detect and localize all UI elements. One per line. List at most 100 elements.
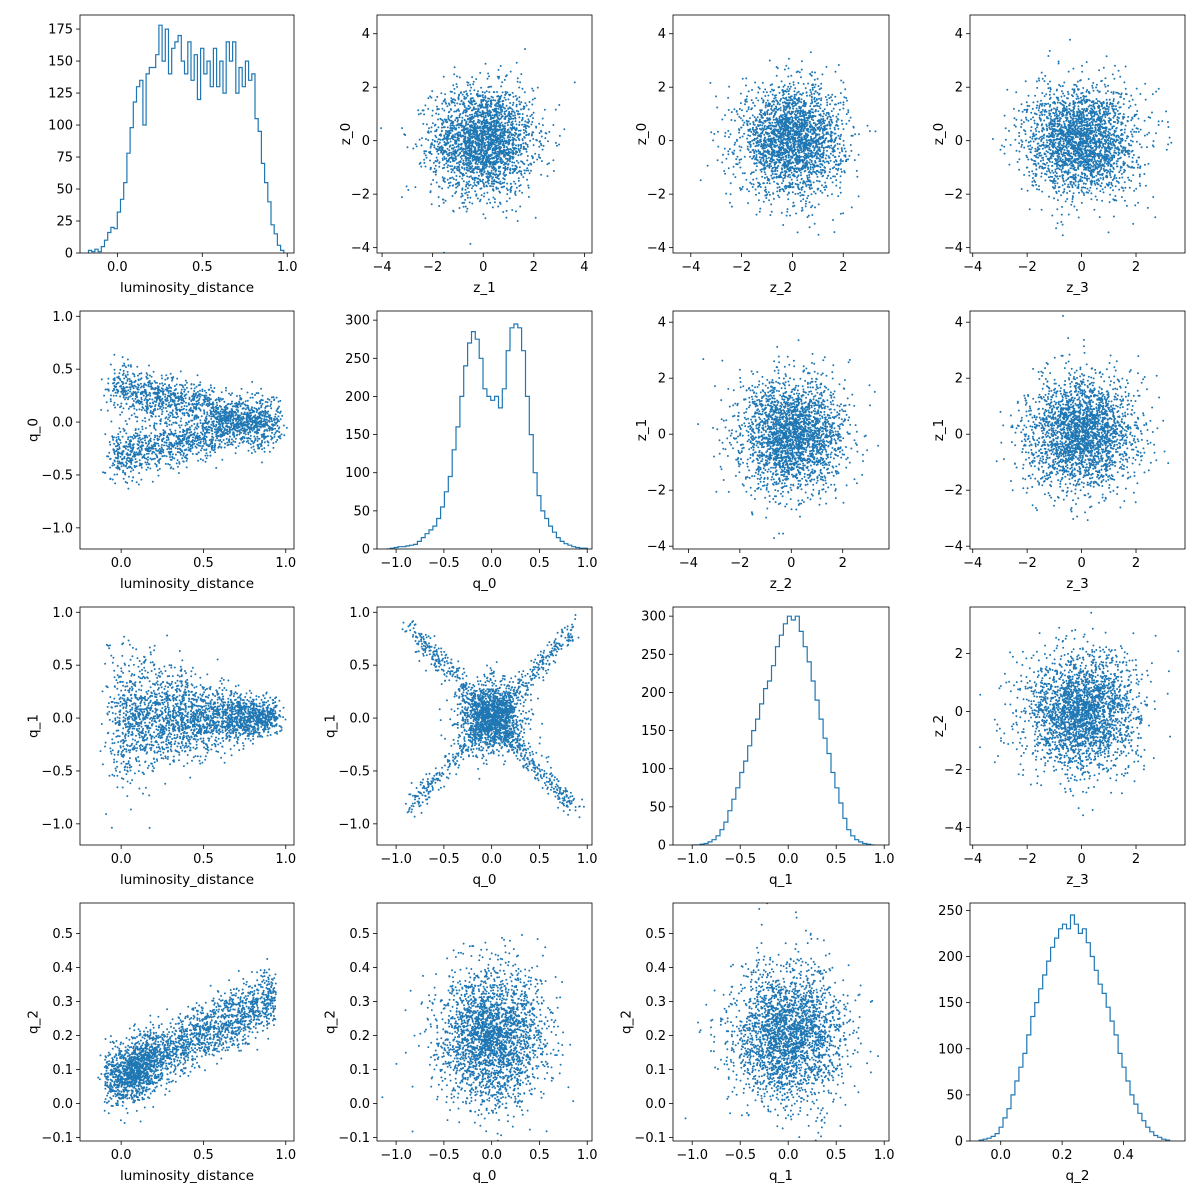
y-axis-label: q_2 <box>323 1010 339 1034</box>
x-axis-label: q_0 <box>473 872 497 888</box>
x-tick-label: 1.0 <box>275 852 296 867</box>
y-tick-label: 50 <box>56 183 73 198</box>
y-tick-label: 50 <box>353 504 370 519</box>
axes-frame <box>376 14 593 254</box>
panel-p23: −4 −2 0 2 −4 −2 0 2 z_3 z_2 <box>931 606 1186 888</box>
y-tick-label: 2 <box>955 372 963 387</box>
axes-frame <box>969 606 1186 846</box>
y-tick-label: 0.1 <box>349 1063 370 1078</box>
scatter-points <box>97 958 277 1124</box>
axes-frame <box>376 310 593 550</box>
y-tick-label: −4 <box>647 540 666 555</box>
y-tick-label: 100 <box>345 466 370 481</box>
y-axis-label: z_0 <box>931 123 947 145</box>
plot-area <box>87 24 285 253</box>
y-axis-label: q_2 <box>619 1010 635 1034</box>
axes-frame <box>79 14 295 254</box>
scatter-point <box>99 634 287 829</box>
x-tick-label: 0.4 <box>1113 1148 1134 1163</box>
y-tick-label: 0.3 <box>645 995 666 1010</box>
y-tick-label: 0.0 <box>349 712 370 727</box>
panel-p13: −4 −2 0 2 −4 −2 0 2 4 z_3 z_1 <box>931 310 1186 592</box>
y-tick-label: 0.4 <box>349 961 370 976</box>
y-tick-label: −2 <box>944 188 963 203</box>
x-tick-label: 0.0 <box>990 1148 1011 1163</box>
x-tick-label: 0.5 <box>529 556 550 571</box>
x-tick-label: 0.5 <box>193 1148 214 1163</box>
y-tick-label: −4 <box>944 540 963 555</box>
y-tick-label: 1.0 <box>349 606 370 621</box>
panel-p22: −1.0 −0.5 0.0 0.5 1.0 0 50 100 150 200 250 300 q_1 <box>641 606 895 888</box>
x-tick-label: −2 <box>730 556 749 571</box>
y-tick-label: 1.0 <box>52 606 73 621</box>
y-tick-label: −2 <box>647 484 666 499</box>
y-tick-label: −2 <box>351 188 370 203</box>
x-tick-label: 2 <box>1132 556 1140 571</box>
panel-p10: 0.0 0.5 1.0 −1.0 −0.5 0.0 0.5 1.0 luminosity_dis… <box>26 310 297 592</box>
x-tick-label: 0.0 <box>111 852 132 867</box>
scatter-point <box>699 51 877 236</box>
y-tick-label: −2 <box>944 484 963 499</box>
x-tick-label: 0.0 <box>107 260 128 275</box>
x-tick-label: 0.2 <box>1052 1148 1073 1163</box>
y-tick-label: −2 <box>647 188 666 203</box>
y-tick-label: 0 <box>955 705 963 720</box>
x-tick-label: 2 <box>1132 852 1140 867</box>
axes-frame <box>969 310 1186 550</box>
axes-frame <box>969 902 1186 1142</box>
y-tick-label: 200 <box>938 950 963 965</box>
x-tick-label: −2 <box>1018 852 1037 867</box>
x-axis-label: q_2 <box>1066 1168 1090 1184</box>
panel-p30: 0.0 0.5 1.0 −0.1 0.0 0.1 0.2 0.3 0.4 0.5 luminosit… <box>26 902 296 1184</box>
panel-p01: −4 −2 0 2 4 −4 −2 0 2 4 z_1 z_0 <box>338 14 593 296</box>
scatter-point <box>995 314 1170 522</box>
x-axis-label: z_3 <box>1066 872 1088 888</box>
x-tick-label: −0.5 <box>428 1148 460 1163</box>
x-tick-label: 0.5 <box>826 852 847 867</box>
y-tick-label: 175 <box>48 23 73 38</box>
y-tick-label: 200 <box>345 390 370 405</box>
x-tick-label: 0.5 <box>529 852 550 867</box>
x-tick-label: 1.0 <box>577 1148 598 1163</box>
y-tick-label: 0.5 <box>349 927 370 942</box>
y-tick-label: −4 <box>944 241 963 256</box>
histogram-step-line <box>978 914 1171 1141</box>
y-tick-label: 2 <box>955 81 963 96</box>
plot-area <box>381 934 575 1141</box>
axes-frame <box>672 606 890 846</box>
x-axis-label: z_2 <box>770 576 792 592</box>
y-tick-label: 1.0 <box>52 310 73 325</box>
x-tick-label: 0 <box>787 556 795 571</box>
scatter-point <box>381 934 575 1141</box>
y-tick-label: 0 <box>362 134 370 149</box>
x-tick-label: −1.0 <box>676 852 708 867</box>
x-tick-label: 0.0 <box>778 852 799 867</box>
plot-area <box>699 51 877 236</box>
axes-frame <box>969 14 1186 254</box>
y-tick-label: −0.1 <box>338 1131 370 1146</box>
scatter-points <box>684 903 879 1141</box>
y-tick-label: 100 <box>641 762 666 777</box>
y-tick-label: 0.2 <box>645 1029 666 1044</box>
y-tick-label: 2 <box>658 81 666 96</box>
y-tick-label: −4 <box>351 241 370 256</box>
scatter-point <box>979 611 1180 817</box>
x-tick-label: −1.0 <box>380 556 412 571</box>
scatter-point <box>100 353 288 490</box>
x-tick-label: 2 <box>1132 260 1140 275</box>
x-axis-label: z_2 <box>770 280 792 296</box>
y-tick-label: 0 <box>955 134 963 149</box>
y-axis-label: z_2 <box>931 715 947 737</box>
x-tick-label: −1.0 <box>676 1148 708 1163</box>
y-axis-label: z_1 <box>634 419 650 441</box>
y-tick-label: 0.5 <box>349 659 370 674</box>
x-tick-label: 0.5 <box>826 1148 847 1163</box>
scatter-points <box>995 314 1170 522</box>
scatter-point <box>684 903 879 1141</box>
y-tick-label: −4 <box>944 821 963 836</box>
y-tick-label: 0 <box>658 839 666 854</box>
y-tick-label: 150 <box>48 55 73 70</box>
y-tick-label: 0.0 <box>52 1097 73 1112</box>
x-axis-label: luminosity_distance <box>120 280 254 296</box>
x-tick-label: 1.0 <box>275 556 296 571</box>
